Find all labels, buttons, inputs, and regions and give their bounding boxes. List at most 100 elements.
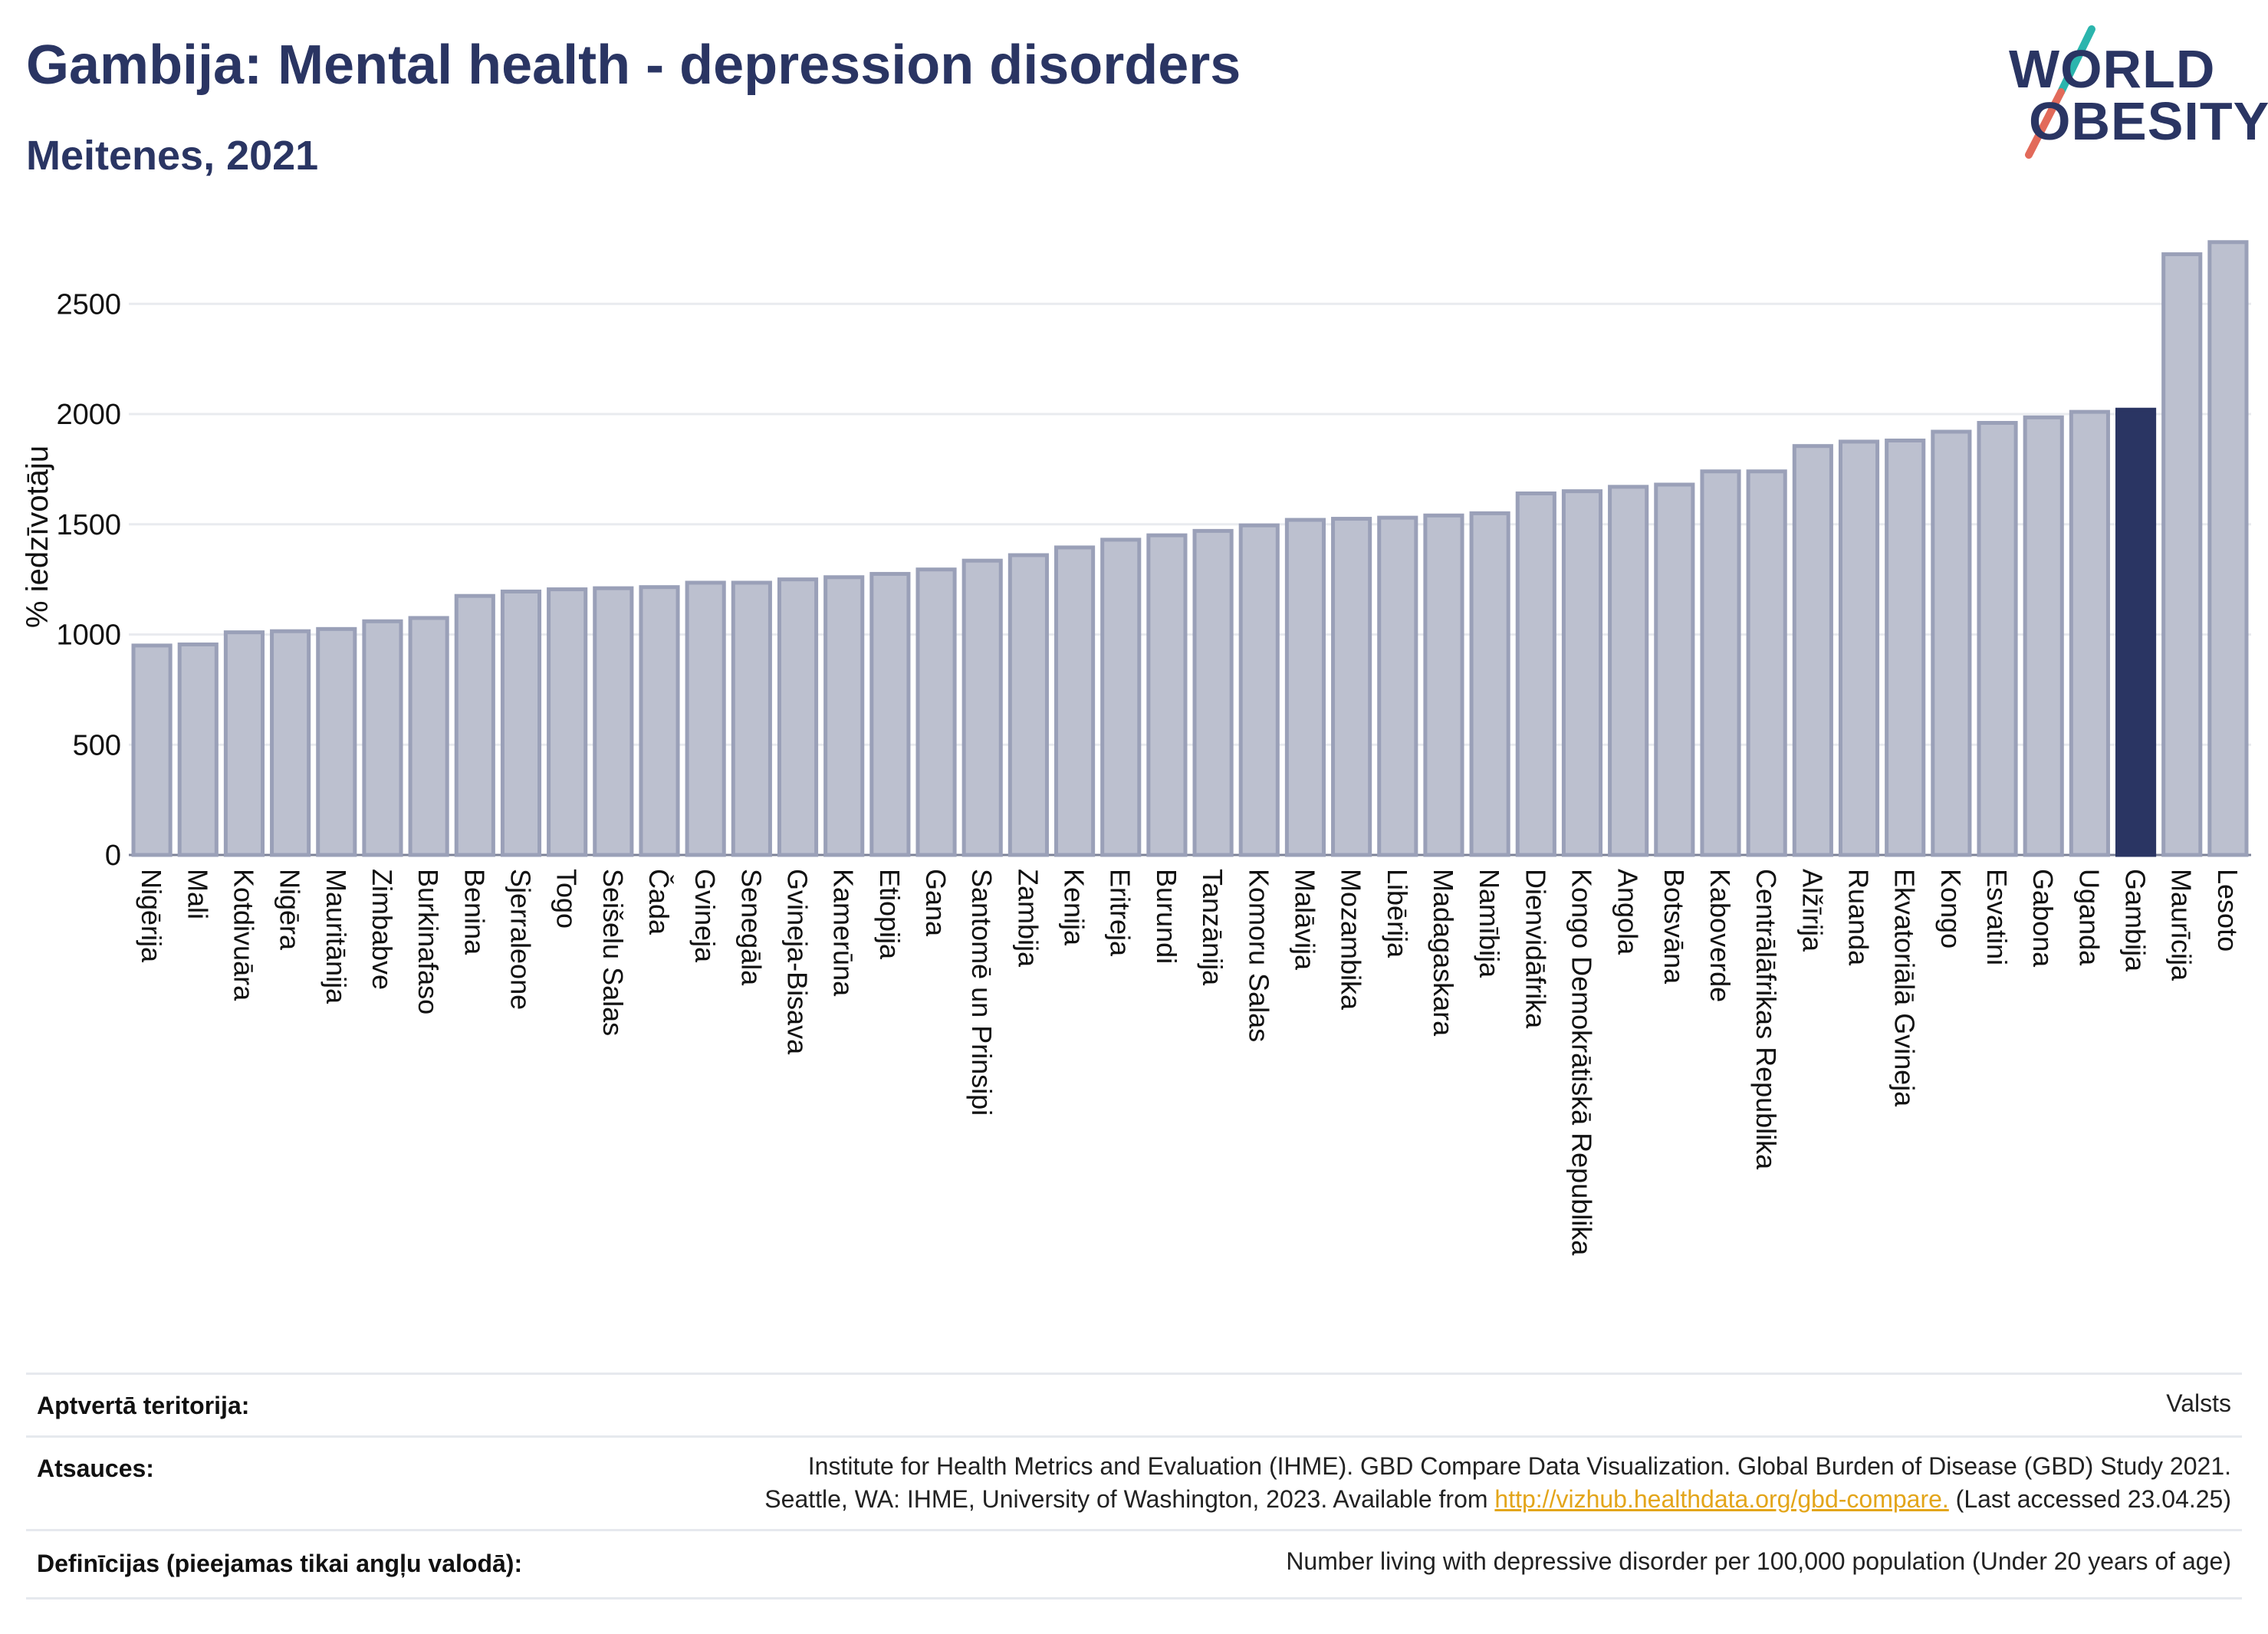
x-tick-label: Senegāla <box>735 869 767 986</box>
bar-chart: 0 500 1000 1500 2000 2500 Nigērija Mali Kotdivu… <box>21 240 2251 1256</box>
x-tick-label: Zimbabve <box>366 869 398 990</box>
x-tick-label: Tanzānija <box>1197 869 1228 986</box>
bar <box>408 616 449 857</box>
x-tick-label: Santomē un Prinsipi <box>966 869 998 1116</box>
bar <box>1977 421 2018 857</box>
bar <box>1838 439 1880 857</box>
logo-line-2: OBESITY <box>2029 91 2268 151</box>
x-tick-label: Etiopija <box>874 869 906 960</box>
bar <box>316 626 357 857</box>
x-tick-label: Kotdivuāra <box>228 869 259 1001</box>
bar <box>593 586 634 857</box>
sources-value: Institute for Health Metrics and Evaluat… <box>764 1450 2231 1516</box>
sources-line-2: Seattle, WA: IHME, University of Washing… <box>764 1483 2231 1516</box>
x-tick-label: Libērija <box>1382 869 1413 958</box>
x-tick-label: Sjerraleone <box>505 869 536 1010</box>
bar <box>2207 240 2249 857</box>
bar <box>1192 528 1234 857</box>
x-tick-label: Madagaskara <box>1428 869 1459 1037</box>
x-tick-label: Mali <box>182 869 213 919</box>
sources-line-1: Institute for Health Metrics and Evaluat… <box>807 1452 2231 1480</box>
y-axis-label: % iedzīvotāju <box>21 445 54 628</box>
x-tick-label: Gambija <box>2120 869 2151 972</box>
footer-row-definitions: Definīcijas (pieejamas tikai angļu valod… <box>26 1529 2242 1599</box>
x-tick-label: Centrālāfrikas Republika <box>1750 869 1782 1170</box>
bar <box>1561 489 1603 857</box>
x-tick-label: Maurīcija <box>2166 869 2197 981</box>
bar <box>2023 415 2064 857</box>
bar <box>1238 523 1280 857</box>
x-tick-label: Kamerūna <box>828 869 860 997</box>
territory-value: Valsts <box>2166 1389 2231 1417</box>
world-obesity-logo: WORLD OBESITY <box>2001 23 2268 169</box>
x-tick-label: Burundi <box>1151 869 1182 964</box>
x-tick-label: Lesoto <box>2212 869 2243 952</box>
x-axis-labels: Nigērija Mali Kotdivuāra Nigēra Mauritānija Z… <box>136 869 2243 1256</box>
x-tick-label: Čada <box>643 869 675 935</box>
bar <box>1608 485 1649 857</box>
chart-subtitle: Meitenes, 2021 <box>26 133 319 179</box>
x-tick-label: Nigēra <box>274 869 306 951</box>
bar <box>1377 515 1418 857</box>
x-tick-label: Gabona <box>2027 869 2059 968</box>
sources-line-2-pre: Seattle, WA: IHME, University of Washing… <box>764 1485 1495 1513</box>
y-tick-label: 1500 <box>56 509 121 541</box>
x-tick-label: Komoru Salas <box>1243 869 1274 1042</box>
bar <box>131 643 173 857</box>
y-axis-ticks: 0 500 1000 1500 2000 2500 <box>56 288 121 872</box>
bar <box>1469 511 1510 857</box>
x-tick-label: Benina <box>459 869 490 955</box>
x-tick-label: Zambija <box>1012 869 1044 968</box>
bar <box>915 567 957 857</box>
footer-row-territory: Aptvertā teritorija: Valsts <box>26 1373 2242 1438</box>
x-tick-label: Gvineja <box>689 869 721 963</box>
bar <box>685 580 726 857</box>
bar <box>1654 482 1695 857</box>
x-tick-label: Ruanda <box>1843 869 1875 966</box>
y-tick-label: 0 <box>105 840 121 872</box>
x-tick-label: Botsvāna <box>1658 869 1690 985</box>
bar <box>731 580 772 857</box>
x-tick-label: Esvatini <box>1981 869 2013 965</box>
bar <box>223 630 265 857</box>
territory-label: Aptvertā teritorija: <box>37 1392 250 1419</box>
bar <box>1053 545 1096 857</box>
x-tick-label: Namībija <box>1474 869 1505 978</box>
bar <box>777 577 819 857</box>
logo-slash-icon <box>2025 25 2095 159</box>
bar <box>1885 439 1926 857</box>
x-tick-label: Gvineja-Bisava <box>782 869 814 1055</box>
logo-line-1: WORLD <box>2009 39 2216 99</box>
bar <box>639 585 680 857</box>
x-tick-label: Alžīrija <box>1796 869 1828 952</box>
x-tick-label: Mozambika <box>1336 869 1367 1011</box>
x-tick-label: Uganda <box>2073 869 2105 966</box>
x-tick-label: Kongo <box>1935 869 1967 949</box>
sources-line-2-post: (Last accessed 23.04.25) <box>1948 1485 2231 1513</box>
x-tick-label: Kenija <box>1059 869 1090 946</box>
x-tick-label: Togo <box>551 869 583 929</box>
x-tick-label: Ekvatoriālā Gvineja <box>1889 869 1921 1107</box>
definitions-value: Number living with depressive disorder p… <box>1286 1547 2231 1575</box>
x-tick-label: Eritreja <box>1105 869 1136 957</box>
bar <box>2069 409 2110 857</box>
x-tick-label: Dienvidāfrika <box>1520 869 1551 1029</box>
bar <box>1100 538 1142 857</box>
bar <box>1700 469 1741 857</box>
y-tick-label: 2500 <box>56 288 121 321</box>
bar <box>1007 553 1049 857</box>
bar <box>177 642 219 857</box>
bar <box>1792 444 1833 857</box>
bar <box>362 619 403 857</box>
bar <box>1515 492 1556 857</box>
bar <box>823 575 865 857</box>
y-tick-label: 500 <box>73 729 121 761</box>
bars <box>131 240 2249 857</box>
x-tick-label: Kongo Demokrātiskā Republika <box>1566 869 1597 1256</box>
bar <box>270 629 311 857</box>
bar <box>2161 252 2203 857</box>
sources-link[interactable]: http://vizhub.healthdata.org/gbd-compare… <box>1494 1485 1949 1513</box>
x-tick-label: Burkinafaso <box>413 869 444 1014</box>
footer-row-sources: Atsauces: Institute for Health Metrics a… <box>26 1435 2242 1531</box>
chart-title: Gambija: Mental health - depression diso… <box>26 35 1241 96</box>
